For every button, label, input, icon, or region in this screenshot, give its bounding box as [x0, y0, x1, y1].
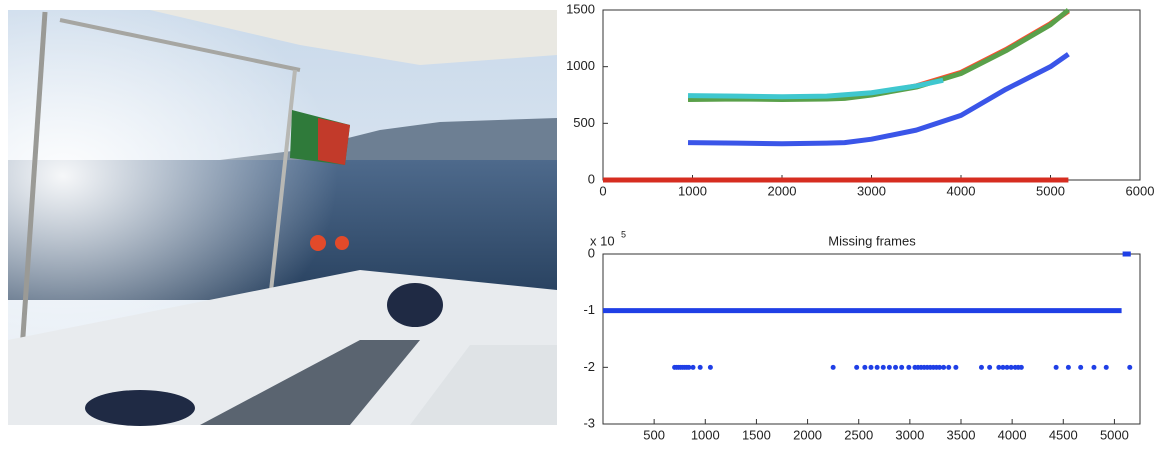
point: [862, 364, 868, 370]
y-tick-label: 1500: [566, 1, 595, 16]
y-multiplier: x 10: [590, 233, 615, 248]
x-tick-label: 3500: [947, 427, 976, 442]
x-tick-label: 3000: [895, 427, 924, 442]
x-tick-label: 6000: [1126, 183, 1155, 198]
x-tick-label: 2500: [844, 427, 873, 442]
x-tick-label: 4500: [1049, 427, 1078, 442]
point: [874, 364, 880, 370]
point: [686, 364, 692, 370]
point: [886, 364, 892, 370]
point: [1065, 364, 1071, 370]
point: [868, 364, 874, 370]
point: [1000, 364, 1006, 370]
point: [941, 364, 947, 370]
point: [1004, 364, 1010, 370]
x-tick-label: 4000: [947, 183, 976, 198]
point: [707, 364, 713, 370]
x-tick-label: 1500: [742, 427, 771, 442]
point: [1127, 364, 1133, 370]
y-tick-label: -2: [583, 359, 595, 374]
x-tick-label: 1000: [691, 427, 720, 442]
point: [978, 364, 984, 370]
point: [937, 364, 943, 370]
point: [1053, 364, 1059, 370]
point: [830, 364, 836, 370]
point: [1091, 364, 1097, 370]
y-tick-label: 500: [573, 115, 595, 130]
x-tick-label: 5000: [1036, 183, 1065, 198]
point: [697, 364, 703, 370]
point: [899, 364, 905, 370]
x-tick-label: 3000: [857, 183, 886, 198]
x-tick-label: 2000: [793, 427, 822, 442]
point: [690, 364, 696, 370]
point: [906, 364, 912, 370]
y-tick-label: 1000: [566, 58, 595, 73]
y-tick-label: -3: [583, 415, 595, 430]
point: [880, 364, 886, 370]
series-line: [687, 52, 1070, 147]
point: [854, 364, 860, 370]
series-line: [687, 77, 944, 100]
point: [953, 364, 959, 370]
x-tick-label: 500: [643, 427, 665, 442]
point: [946, 364, 952, 370]
x-tick-label: 0: [599, 183, 606, 198]
chart-title: Missing frames: [828, 233, 916, 248]
point: [996, 364, 1002, 370]
point: [1078, 364, 1084, 370]
x-tick-label: 5000: [1100, 427, 1129, 442]
point: [1103, 364, 1109, 370]
point: [1008, 364, 1014, 370]
point: [1018, 364, 1024, 370]
y-tick-label: -1: [583, 302, 595, 317]
x-tick-label: 1000: [678, 183, 707, 198]
x-tick-label: 4000: [998, 427, 1027, 442]
x-tick-label: 2000: [768, 183, 797, 198]
y-tick-label: 0: [588, 245, 595, 260]
y-exponent: 5: [621, 229, 626, 239]
photo: [8, 10, 557, 426]
y-tick-label: 0: [588, 171, 595, 186]
point: [987, 364, 993, 370]
axes-frame: [602, 253, 1141, 425]
point: [893, 364, 899, 370]
